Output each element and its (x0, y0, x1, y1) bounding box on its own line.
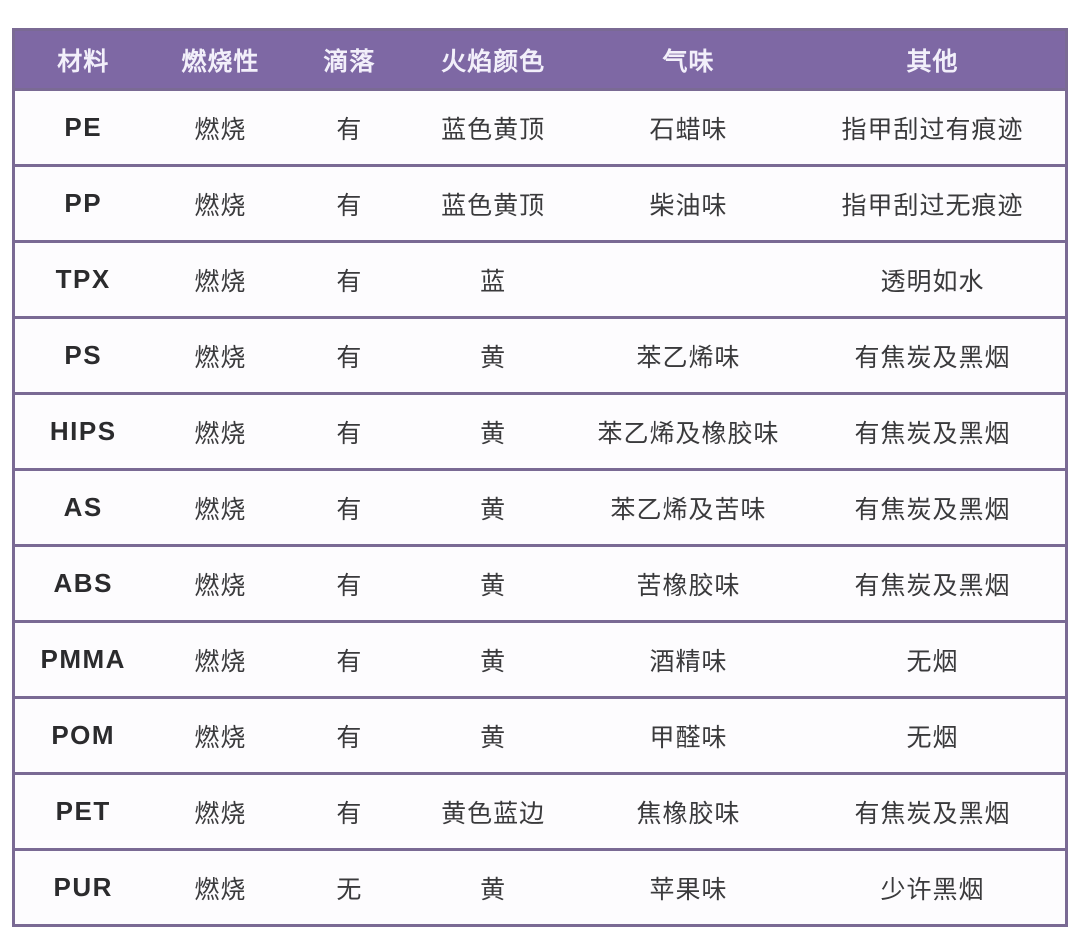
cell-odor: 苯乙烯及苦味 (576, 468, 801, 546)
cell-flammability: 燃烧 (151, 164, 290, 242)
cell-flame-color: 黄 (409, 468, 577, 546)
cell-material: AS (13, 468, 152, 546)
cell-odor: 苯乙烯及橡胶味 (576, 392, 801, 470)
cell-dripping: 有 (289, 772, 410, 850)
cell-flammability: 燃烧 (151, 772, 290, 850)
cell-other: 有焦炭及黑烟 (800, 544, 1067, 622)
table-row: PS 燃烧 有 黄 苯乙烯味 有焦炭及黑烟 (13, 316, 1067, 394)
cell-odor: 柴油味 (576, 164, 801, 242)
cell-flame-color: 黄色蓝边 (409, 772, 577, 850)
cell-odor: 甲醛味 (576, 696, 801, 774)
cell-other: 少许黑烟 (800, 848, 1067, 926)
cell-dripping: 有 (289, 316, 410, 394)
table-row: ABS 燃烧 有 黄 苦橡胶味 有焦炭及黑烟 (13, 544, 1067, 622)
cell-other: 有焦炭及黑烟 (800, 392, 1067, 470)
cell-flame-color: 黄 (409, 696, 577, 774)
cell-other: 有焦炭及黑烟 (800, 772, 1067, 850)
cell-odor: 苹果味 (576, 848, 801, 926)
cell-material: HIPS (13, 392, 152, 470)
cell-dripping: 有 (289, 392, 410, 470)
cell-flammability: 燃烧 (151, 392, 290, 470)
table-row: TPX 燃烧 有 蓝 透明如水 (13, 240, 1067, 318)
header-dripping: 滴落 (289, 29, 410, 90)
cell-flame-color: 蓝色黄顶 (409, 88, 577, 166)
header-odor: 气味 (576, 29, 801, 90)
cell-odor: 苯乙烯味 (576, 316, 801, 394)
cell-flame-color: 黄 (409, 620, 577, 698)
cell-dripping: 无 (289, 848, 410, 926)
cell-other: 透明如水 (800, 240, 1067, 318)
cell-flame-color: 蓝色黄顶 (409, 164, 577, 242)
table-body: PE 燃烧 有 蓝色黄顶 石蜡味 指甲刮过有痕迹 PP 燃烧 有 蓝色黄顶 柴油… (13, 88, 1067, 926)
cell-other: 无烟 (800, 696, 1067, 774)
cell-material: PUR (13, 848, 152, 926)
cell-dripping: 有 (289, 164, 410, 242)
cell-material: POM (13, 696, 152, 774)
table-row: POM 燃烧 有 黄 甲醛味 无烟 (13, 696, 1067, 774)
cell-odor: 酒精味 (576, 620, 801, 698)
table-row: PE 燃烧 有 蓝色黄顶 石蜡味 指甲刮过有痕迹 (13, 88, 1067, 166)
cell-dripping: 有 (289, 88, 410, 166)
cell-dripping: 有 (289, 696, 410, 774)
header-other: 其他 (800, 29, 1067, 90)
cell-other: 指甲刮过有痕迹 (800, 88, 1067, 166)
cell-dripping: 有 (289, 620, 410, 698)
header-row: 材料 燃烧性 滴落 火焰颜色 气味 其他 (13, 29, 1067, 90)
cell-flame-color: 黄 (409, 316, 577, 394)
cell-flammability: 燃烧 (151, 696, 290, 774)
table-row: HIPS 燃烧 有 黄 苯乙烯及橡胶味 有焦炭及黑烟 (13, 392, 1067, 470)
header-flammability: 燃烧性 (151, 29, 290, 90)
cell-odor (576, 240, 801, 318)
cell-flame-color: 黄 (409, 392, 577, 470)
cell-flammability: 燃烧 (151, 468, 290, 546)
cell-flammability: 燃烧 (151, 544, 290, 622)
table-header: 材料 燃烧性 滴落 火焰颜色 气味 其他 (13, 29, 1067, 90)
cell-material: ABS (13, 544, 152, 622)
cell-material: PS (13, 316, 152, 394)
table-row: PET 燃烧 有 黄色蓝边 焦橡胶味 有焦炭及黑烟 (13, 772, 1067, 850)
table-row: PMMA 燃烧 有 黄 酒精味 无烟 (13, 620, 1067, 698)
table-row: AS 燃烧 有 黄 苯乙烯及苦味 有焦炭及黑烟 (13, 468, 1067, 546)
cell-odor: 石蜡味 (576, 88, 801, 166)
cell-flame-color: 黄 (409, 848, 577, 926)
cell-flame-color: 黄 (409, 544, 577, 622)
table-row: PP 燃烧 有 蓝色黄顶 柴油味 指甲刮过无痕迹 (13, 164, 1067, 242)
cell-dripping: 有 (289, 240, 410, 318)
cell-material: TPX (13, 240, 152, 318)
cell-material: PP (13, 164, 152, 242)
cell-other: 有焦炭及黑烟 (800, 468, 1067, 546)
table-row: PUR 燃烧 无 黄 苹果味 少许黑烟 (13, 848, 1067, 926)
cell-flame-color: 蓝 (409, 240, 577, 318)
header-material: 材料 (13, 29, 152, 90)
cell-dripping: 有 (289, 544, 410, 622)
header-flame-color: 火焰颜色 (409, 29, 577, 90)
cell-flammability: 燃烧 (151, 88, 290, 166)
cell-other: 有焦炭及黑烟 (800, 316, 1067, 394)
cell-odor: 苦橡胶味 (576, 544, 801, 622)
cell-flammability: 燃烧 (151, 240, 290, 318)
cell-dripping: 有 (289, 468, 410, 546)
cell-other: 指甲刮过无痕迹 (800, 164, 1067, 242)
cell-material: PMMA (13, 620, 152, 698)
cell-flammability: 燃烧 (151, 620, 290, 698)
cell-other: 无烟 (800, 620, 1067, 698)
cell-flammability: 燃烧 (151, 848, 290, 926)
plastic-burning-table: 材料 燃烧性 滴落 火焰颜色 气味 其他 PE 燃烧 有 蓝色黄顶 石蜡味 指甲… (12, 28, 1068, 927)
cell-material: PE (13, 88, 152, 166)
cell-flammability: 燃烧 (151, 316, 290, 394)
cell-material: PET (13, 772, 152, 850)
cell-odor: 焦橡胶味 (576, 772, 801, 850)
